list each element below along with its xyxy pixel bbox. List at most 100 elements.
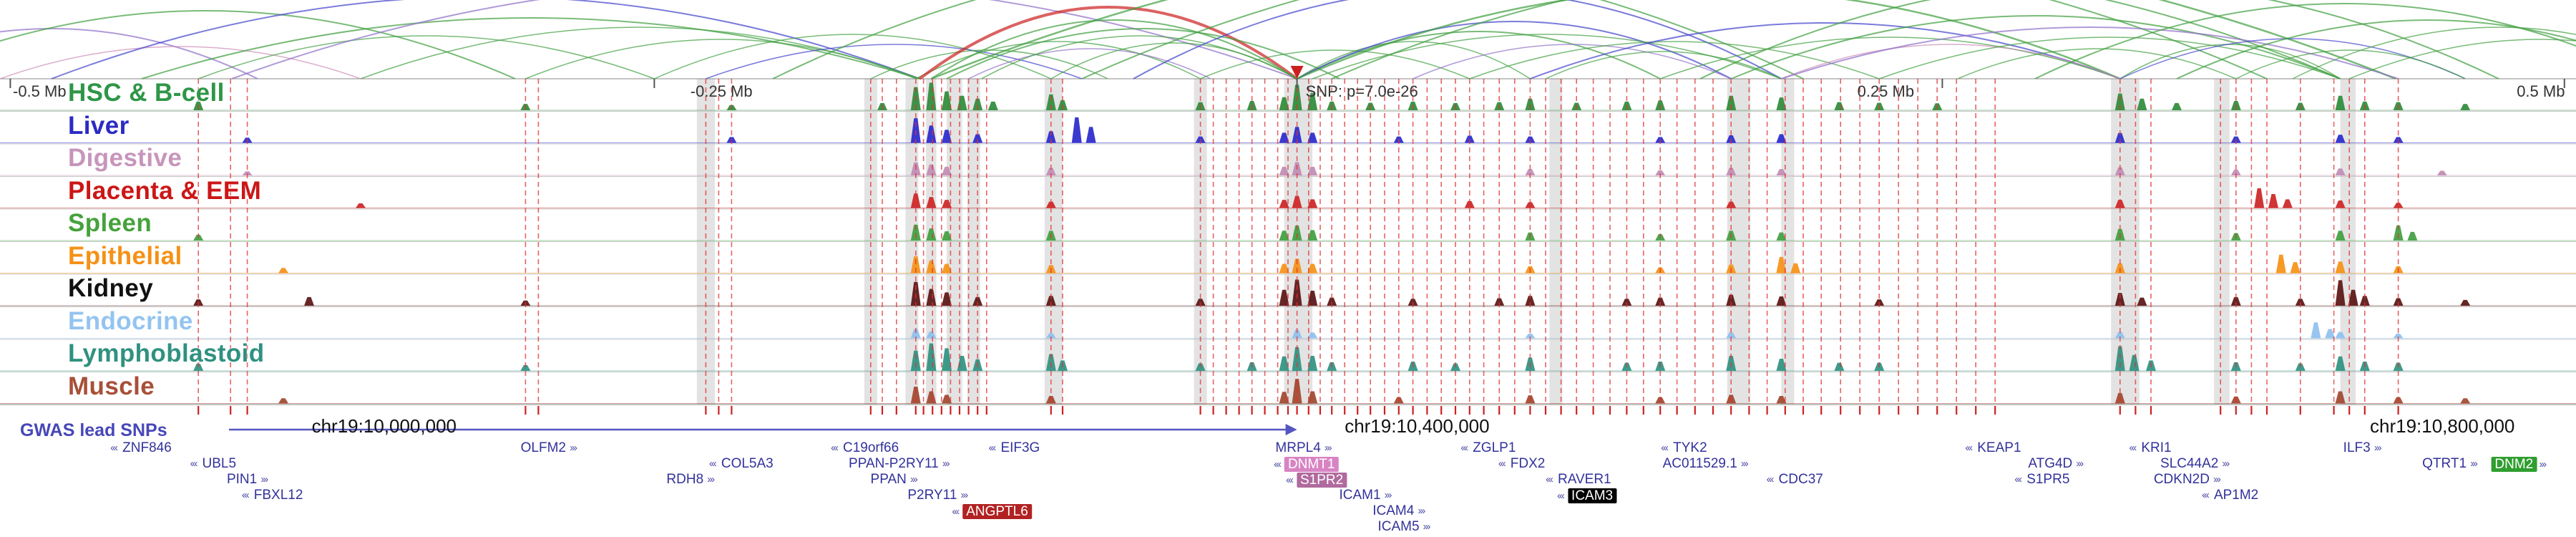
gene-EIF3G[interactable]: ‹‹‹ EIF3G <box>988 441 1041 455</box>
track-label-liver[interactable]: Liver <box>68 111 130 140</box>
gene-FDX2[interactable]: ‹‹‹ FDX2 <box>1498 457 1547 470</box>
strand-chevrons-icon: ››› <box>707 473 715 485</box>
gene-name: FDX2 <box>1510 456 1546 471</box>
gene-FBXL12[interactable]: ‹‹‹ FBXL12 <box>242 488 305 502</box>
gene-name: ICAM3 <box>1568 488 1617 503</box>
gene-name: ZNF846 <box>122 440 172 455</box>
signal-peak <box>2172 102 2182 110</box>
track-label-epithelial[interactable]: Epithelial <box>68 241 182 270</box>
gene-CDC37[interactable]: ‹‹‹ CDC37 <box>1767 473 1825 486</box>
signal-peak <box>2460 299 2471 306</box>
gene-ZNF846[interactable]: ‹‹‹ ZNF846 <box>110 441 173 455</box>
gene-RAVER1[interactable]: ‹‹‹ RAVER1 <box>1546 473 1613 486</box>
signal-peak <box>2311 322 2321 339</box>
signal-peak <box>910 387 921 404</box>
signal-peak <box>1071 117 1082 143</box>
strand-chevrons-icon: ‹‹‹ <box>1661 442 1669 454</box>
ruler-label: -0.25 Mb <box>690 82 753 100</box>
track-label-lymphoblastoid[interactable]: Lymphoblastoid <box>68 339 265 367</box>
track-label-hsc-b-cell[interactable]: HSC & B-cell <box>68 79 225 107</box>
gene-AC011529.1[interactable]: AC011529.1 ››› <box>1662 457 1750 470</box>
track-label-placenta-eem[interactable]: Placenta & EEM <box>68 176 262 205</box>
gene-ANGPTL6[interactable]: ‹‹‹ ANGPTL6 <box>952 504 1032 519</box>
track-label-digestive[interactable]: Digestive <box>68 144 182 172</box>
interaction-arc <box>1659 37 2121 79</box>
gene-PIN1[interactable]: PIN1 ››› <box>225 473 269 486</box>
gene-COL5A3[interactable]: ‹‹‹ COL5A3 <box>709 457 775 470</box>
interaction-arc <box>0 28 258 79</box>
interaction-arc <box>2034 3 2576 79</box>
interaction-arc <box>197 35 655 79</box>
signal-peak <box>2393 225 2404 241</box>
strand-chevrons-icon: ‹‹‹ <box>1557 490 1565 502</box>
strand-chevrons-icon: ››› <box>942 458 950 470</box>
interaction-arc <box>1050 42 1297 79</box>
track-label-endocrine[interactable]: Endocrine <box>68 306 193 335</box>
signal-peak <box>1307 332 1318 339</box>
signal-peak <box>942 395 952 404</box>
gene-name: QTRT1 <box>2422 456 2467 471</box>
interaction-arc <box>1699 0 2499 79</box>
track-label-kidney[interactable]: Kidney <box>68 274 154 302</box>
gene-ICAM1[interactable]: ICAM1 ››› <box>1337 488 1392 502</box>
gene-TYK2[interactable]: ‹‹‹ TYK2 <box>1661 441 1709 455</box>
signal-peak <box>1279 132 1289 143</box>
interaction-arc <box>0 46 361 79</box>
gene-S1PR5[interactable]: ‹‹‹ S1PR5 <box>2014 473 2071 486</box>
gene-P2RY11[interactable]: P2RY11 ››› <box>906 488 969 502</box>
gene-MRPL4[interactable]: MRPL4 ››› <box>1274 441 1332 455</box>
signal-peak <box>2460 104 2471 110</box>
gene-RDH8[interactable]: RDH8 ››› <box>665 473 716 486</box>
gene-ICAM3[interactable]: ‹‹‹ ICAM3 <box>1557 488 1617 503</box>
signal-peak <box>1726 201 1737 208</box>
interaction-arc <box>1297 41 1531 79</box>
signal-peak <box>2129 354 2140 371</box>
signal-peak <box>1085 127 1096 143</box>
gene-AP1M2[interactable]: ‹‹‹ AP1M2 <box>2202 488 2260 502</box>
gene-name: PIN1 <box>226 472 258 487</box>
signal-peak <box>2393 334 2404 339</box>
signal-peak <box>1045 296 1056 306</box>
gene-OLFM2[interactable]: OLFM2 ››› <box>519 441 578 455</box>
signal-peak <box>926 125 937 143</box>
signal-peak <box>1045 94 1056 110</box>
coordinate-label: chr19:10,800,000 <box>2370 415 2515 437</box>
gene-name: FBXL12 <box>253 488 303 503</box>
gene-name: RDH8 <box>666 472 704 487</box>
gene-KRI1[interactable]: ‹‹‹ KRI1 <box>2129 441 2172 455</box>
signal-peak <box>1776 134 1787 143</box>
signal-peak <box>1307 230 1318 241</box>
signal-peak <box>1279 166 1289 175</box>
signal-peak <box>2114 293 2125 306</box>
gene-PPAN[interactable]: PPAN ››› <box>869 473 919 486</box>
gene-ATG4D[interactable]: ATG4D ››› <box>2026 457 2084 470</box>
gene-QTRT1[interactable]: QTRT1 ››› <box>2421 457 2479 470</box>
track-label-spleen[interactable]: Spleen <box>68 209 152 237</box>
gene-CDKN2D[interactable]: CDKN2D ››› <box>2152 473 2222 486</box>
strand-chevrons-icon: ››› <box>260 473 268 485</box>
gene-ILF3[interactable]: ILF3 ››› <box>2342 441 2383 455</box>
signal-peak <box>1790 263 1801 274</box>
signal-peak <box>2460 398 2471 404</box>
gene-KEAP1[interactable]: ‹‹‹ KEAP1 <box>1965 441 2022 455</box>
gene-PPAN-P2RY11[interactable]: PPAN-P2RY11 ››› <box>847 457 951 470</box>
gene-DNMT1[interactable]: ‹‹‹ DNMT1 <box>1274 457 1339 472</box>
interaction-arc <box>968 48 1211 79</box>
signal-peak <box>2359 296 2370 306</box>
signal-peak <box>1525 334 1536 339</box>
gene-ICAM5[interactable]: ICAM5 ››› <box>1376 520 1431 533</box>
gene-ICAM4[interactable]: ICAM4 ››› <box>1371 504 1426 518</box>
interaction-arc <box>1781 26 2399 79</box>
signal-peak <box>1834 102 1845 110</box>
gene-S1PR2[interactable]: ‹‹‹ S1PR2 <box>1286 473 1347 488</box>
gene-SLC44A2[interactable]: SLC44A2 ››› <box>2159 457 2230 470</box>
coordinate-label: chr19:10,000,000 <box>311 415 457 437</box>
gene-DNM2[interactable]: DNM2 ››› <box>2491 457 2547 472</box>
signal-peak <box>926 197 937 208</box>
track-label-muscle[interactable]: Muscle <box>68 372 155 400</box>
gene-ZGLP1[interactable]: ‹‹‹ ZGLP1 <box>1460 441 1517 455</box>
gene-UBL5[interactable]: ‹‹‹ UBL5 <box>190 457 238 470</box>
signal-peak <box>1726 95 1737 110</box>
gene-C19orf66[interactable]: ‹‹‹ C19orf66 <box>831 441 900 455</box>
signal-peak <box>2335 200 2346 208</box>
